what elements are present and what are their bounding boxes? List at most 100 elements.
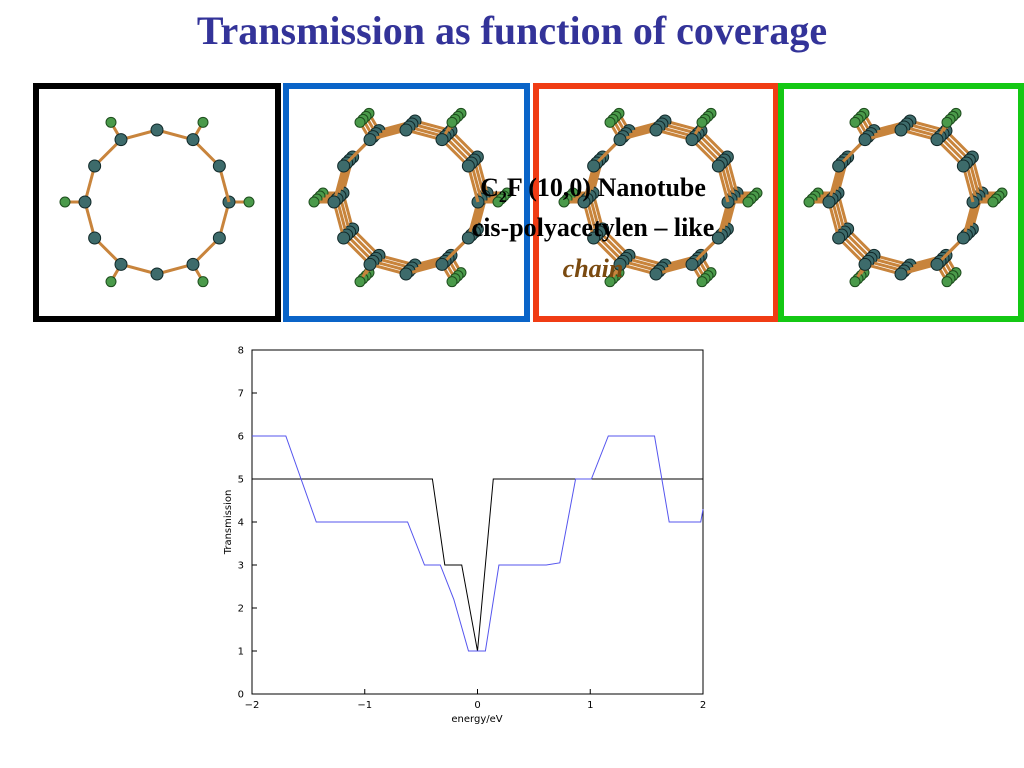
carbon-atom: [711, 231, 725, 245]
overlay-line: chain: [563, 254, 624, 283]
carbon-atom: [114, 257, 128, 271]
carbon-atom: [435, 257, 449, 271]
y-tick-label: 7: [238, 389, 244, 400]
fluorine-atom: [941, 276, 953, 288]
fluorine-atom: [803, 196, 815, 208]
carbon-atom: [858, 257, 872, 271]
y-axis-label: Transmission: [223, 490, 234, 556]
carbon-atom: [711, 159, 725, 173]
carbon-atom: [88, 159, 102, 173]
carbon-atom: [858, 133, 872, 147]
carbon-atom: [956, 159, 970, 173]
carbon-atom: [894, 267, 908, 281]
carbon-atom: [577, 195, 591, 209]
carbon-atom: [613, 257, 627, 271]
x-tick-label: 0: [474, 700, 480, 711]
chart: energy/eV Transmission −2 −1 0 1 2 0 1 2 3 4 5 6 7 8: [223, 346, 706, 726]
y-tick-label: 8: [238, 346, 244, 357]
carbon-atom: [587, 159, 601, 173]
fluorine-atom: [987, 196, 999, 208]
fluorine-atom: [696, 276, 708, 288]
fluorine-atom: [197, 276, 209, 288]
frame: [778, 83, 1024, 322]
overlay-line: cis-polyacetylen – like: [472, 213, 715, 242]
carbon-atom: [461, 159, 475, 173]
text: C: [480, 173, 499, 202]
carbon-atom: [822, 195, 836, 209]
fluorine-atom: [849, 276, 861, 288]
y-tick-label: 5: [238, 475, 244, 486]
fluorine-atom: [105, 276, 117, 288]
y-tick-label: 0: [238, 690, 244, 701]
frame: [33, 83, 281, 322]
carbon-atom: [327, 195, 341, 209]
y-tick-label: 4: [238, 518, 244, 529]
fluorine-atom: [354, 116, 366, 128]
carbon-atom: [832, 159, 846, 173]
carbon-atom: [399, 267, 413, 281]
carbon-atom: [832, 231, 846, 245]
carbon-atom: [88, 231, 102, 245]
carbon-atom: [363, 257, 377, 271]
carbon-atom: [587, 231, 601, 245]
carbon-atom: [930, 133, 944, 147]
carbon-atom: [685, 133, 699, 147]
carbon-atom: [337, 231, 351, 245]
series-line: [252, 435, 704, 652]
y-tick-label: 1: [238, 647, 244, 658]
fluorine-atom: [604, 276, 616, 288]
carbon-atom: [337, 159, 351, 173]
fluorine-atom: [446, 276, 458, 288]
fluorine-atom: [849, 116, 861, 128]
fluorine-atom: [243, 196, 255, 208]
fluorine-atom: [742, 196, 754, 208]
fluorine-atom: [604, 116, 616, 128]
x-tick-label: −2: [245, 700, 260, 711]
y-tick-label: 2: [238, 604, 244, 615]
fluorine-atom: [941, 116, 953, 128]
y-tick-label: 6: [238, 432, 244, 443]
carbon-atom: [930, 257, 944, 271]
carbon-atom: [894, 123, 908, 137]
y-tick-label: 3: [238, 561, 244, 572]
subscript: 2: [499, 189, 507, 206]
frame: [533, 83, 779, 322]
fluorine-atom: [354, 276, 366, 288]
carbon-atom: [150, 267, 164, 281]
carbon-atom: [649, 123, 663, 137]
carbon-atom: [649, 267, 663, 281]
frame: [283, 83, 530, 322]
molecules: [59, 107, 1008, 288]
overlay-line: C2F (10,0) Nanotube: [480, 173, 706, 206]
series-line: [252, 478, 703, 652]
fluorine-atom: [197, 116, 209, 128]
slide-title: Transmission as function of coverage: [197, 8, 827, 53]
carbon-atom: [186, 133, 200, 147]
carbon-atom: [613, 133, 627, 147]
carbon-atom: [435, 133, 449, 147]
carbon-atom: [212, 159, 226, 173]
x-tick-label: 2: [700, 700, 706, 711]
carbon-atom: [150, 123, 164, 137]
fluorine-atom: [105, 116, 117, 128]
fluorine-atom: [696, 116, 708, 128]
overlay: C2F (10,0) Nanotube cis-polyacetylen – l…: [472, 173, 715, 283]
x-axis-label: energy/eV: [451, 714, 502, 725]
x-tick-label: 1: [587, 700, 593, 711]
fluorine-atom: [308, 196, 320, 208]
fluorine-atom: [492, 196, 504, 208]
carbon-atom: [685, 257, 699, 271]
fluorine-atom: [59, 196, 71, 208]
carbon-atom: [363, 133, 377, 147]
carbon-atom: [399, 123, 413, 137]
carbon-atom: [78, 195, 92, 209]
fluorine-atom: [558, 196, 570, 208]
carbon-atom: [186, 257, 200, 271]
text: F (10,0) Nanotube: [507, 173, 706, 202]
carbon-atom: [461, 231, 475, 245]
carbon-atom: [114, 133, 128, 147]
carbon-atom: [212, 231, 226, 245]
fluorine-atom: [446, 116, 458, 128]
x-tick-label: −1: [357, 700, 372, 711]
